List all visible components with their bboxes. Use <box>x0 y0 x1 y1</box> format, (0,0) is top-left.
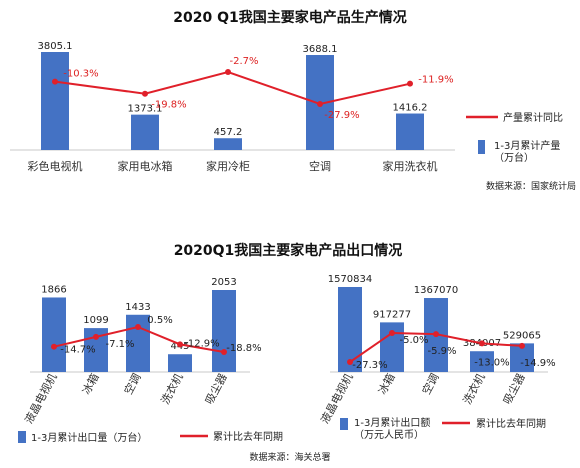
legend-bar-label-line: 1-3月累计产量 <box>494 139 560 152</box>
bar-value-label: 1433 <box>125 302 150 313</box>
legend-bar-label-line: 1-3月累计出口额 <box>354 416 430 429</box>
category-label: 冰箱 <box>79 371 102 397</box>
line-value-label: -10.3% <box>63 69 98 80</box>
bar-value-label: 457.2 <box>214 127 243 138</box>
legend-bar-label-line: （万台） <box>494 151 534 164</box>
bar <box>41 52 69 150</box>
category-label: 吸尘器 <box>501 371 528 406</box>
category-label: 家用洗衣机 <box>383 159 438 173</box>
line-value-label: -2.7% <box>229 56 258 67</box>
line-point <box>317 101 323 107</box>
legend-line-label: 累计比去年同期 <box>213 430 283 443</box>
line-point <box>142 90 148 97</box>
line-value-label: -18.8% <box>226 343 261 354</box>
category-label: 洗衣机 <box>158 371 186 407</box>
line-point <box>433 331 439 338</box>
bar <box>214 138 242 150</box>
line-point <box>177 341 183 348</box>
bar <box>131 114 159 150</box>
chart-title: 2020 Q1我国主要家电产品生产情况 <box>173 9 406 26</box>
legend-bar-label: 1-3月累计出口量（万台） <box>31 431 147 444</box>
line-value-label: -11.9% <box>418 75 453 86</box>
data-source: 数据来源：国家统计局 <box>486 180 576 192</box>
category-label: 液晶电视机 <box>317 371 355 426</box>
category-label: 空调 <box>121 371 144 397</box>
line-point <box>347 359 353 365</box>
line-point <box>389 330 395 336</box>
line-point <box>479 340 485 347</box>
bar-value-label: 1373.1 <box>128 104 163 115</box>
legend-bar-swatch <box>340 418 348 430</box>
line-point <box>225 69 231 75</box>
category-label: 彩色电视机 <box>28 159 83 173</box>
chart-title: 2020Q1我国主要家电产品出口情况 <box>174 242 403 259</box>
line-point <box>135 324 141 330</box>
line-value-label: 0.5% <box>147 315 172 326</box>
bar <box>168 354 192 372</box>
line-point <box>519 342 525 349</box>
line-point <box>93 333 99 340</box>
data-source: 数据来源：海关总署 <box>249 451 330 463</box>
bar <box>212 290 236 372</box>
line-value-label: -14.7% <box>60 345 95 356</box>
category-label: 冰箱 <box>375 371 398 397</box>
bar-value-label: 529065 <box>503 330 541 341</box>
line-point <box>221 349 227 355</box>
line-point <box>51 343 57 350</box>
series-line <box>54 70 411 106</box>
line-value-label: -7.1% <box>105 339 134 350</box>
line-point <box>407 80 413 87</box>
bar-value-label: 1367070 <box>414 285 459 296</box>
category-label: 空调 <box>309 159 331 173</box>
category-label: 家用冷柜 <box>206 159 250 173</box>
category-label: 吸尘器 <box>203 371 230 406</box>
legend-bar-swatch <box>478 140 485 154</box>
legend-bar-label-line: （万元人民币） <box>354 429 424 441</box>
line-value-label: -14.9% <box>520 358 555 369</box>
category-label: 洗衣机 <box>460 371 488 407</box>
bar-value-label: 1416.2 <box>393 103 428 114</box>
bar-value-label: 1570834 <box>328 274 373 285</box>
line-point <box>52 78 58 85</box>
line-value-label: -27.9% <box>324 110 359 121</box>
category-label: 家用电冰箱 <box>118 159 173 173</box>
bar-value-label: 3805.1 <box>38 41 73 52</box>
bar <box>338 287 362 372</box>
category-label: 液晶电视机 <box>21 371 59 426</box>
bar-value-label: 3688.1 <box>303 44 338 55</box>
bar <box>396 113 424 150</box>
legend-line-label: 产量累计同比 <box>503 111 563 124</box>
legend-bar-swatch <box>18 431 26 443</box>
line-value-label: -5.9% <box>427 346 456 357</box>
line-value-label: -13.0% <box>474 357 509 368</box>
line-value-label: -12.9% <box>184 338 219 349</box>
line-value-label: -27.3% <box>352 360 387 371</box>
category-label: 空调 <box>419 371 442 397</box>
bar-value-label: 917277 <box>373 309 411 320</box>
legend-line-label: 累计比去年同期 <box>476 417 546 430</box>
bar <box>470 351 494 372</box>
line-value-label: -19.8% <box>151 100 186 111</box>
bar-value-label: 1866 <box>41 284 66 295</box>
line-value-label: -5.0% <box>399 335 428 346</box>
bar <box>42 297 66 372</box>
bar-value-label: 2053 <box>211 277 236 288</box>
bar-value-label: 1099 <box>83 315 108 326</box>
